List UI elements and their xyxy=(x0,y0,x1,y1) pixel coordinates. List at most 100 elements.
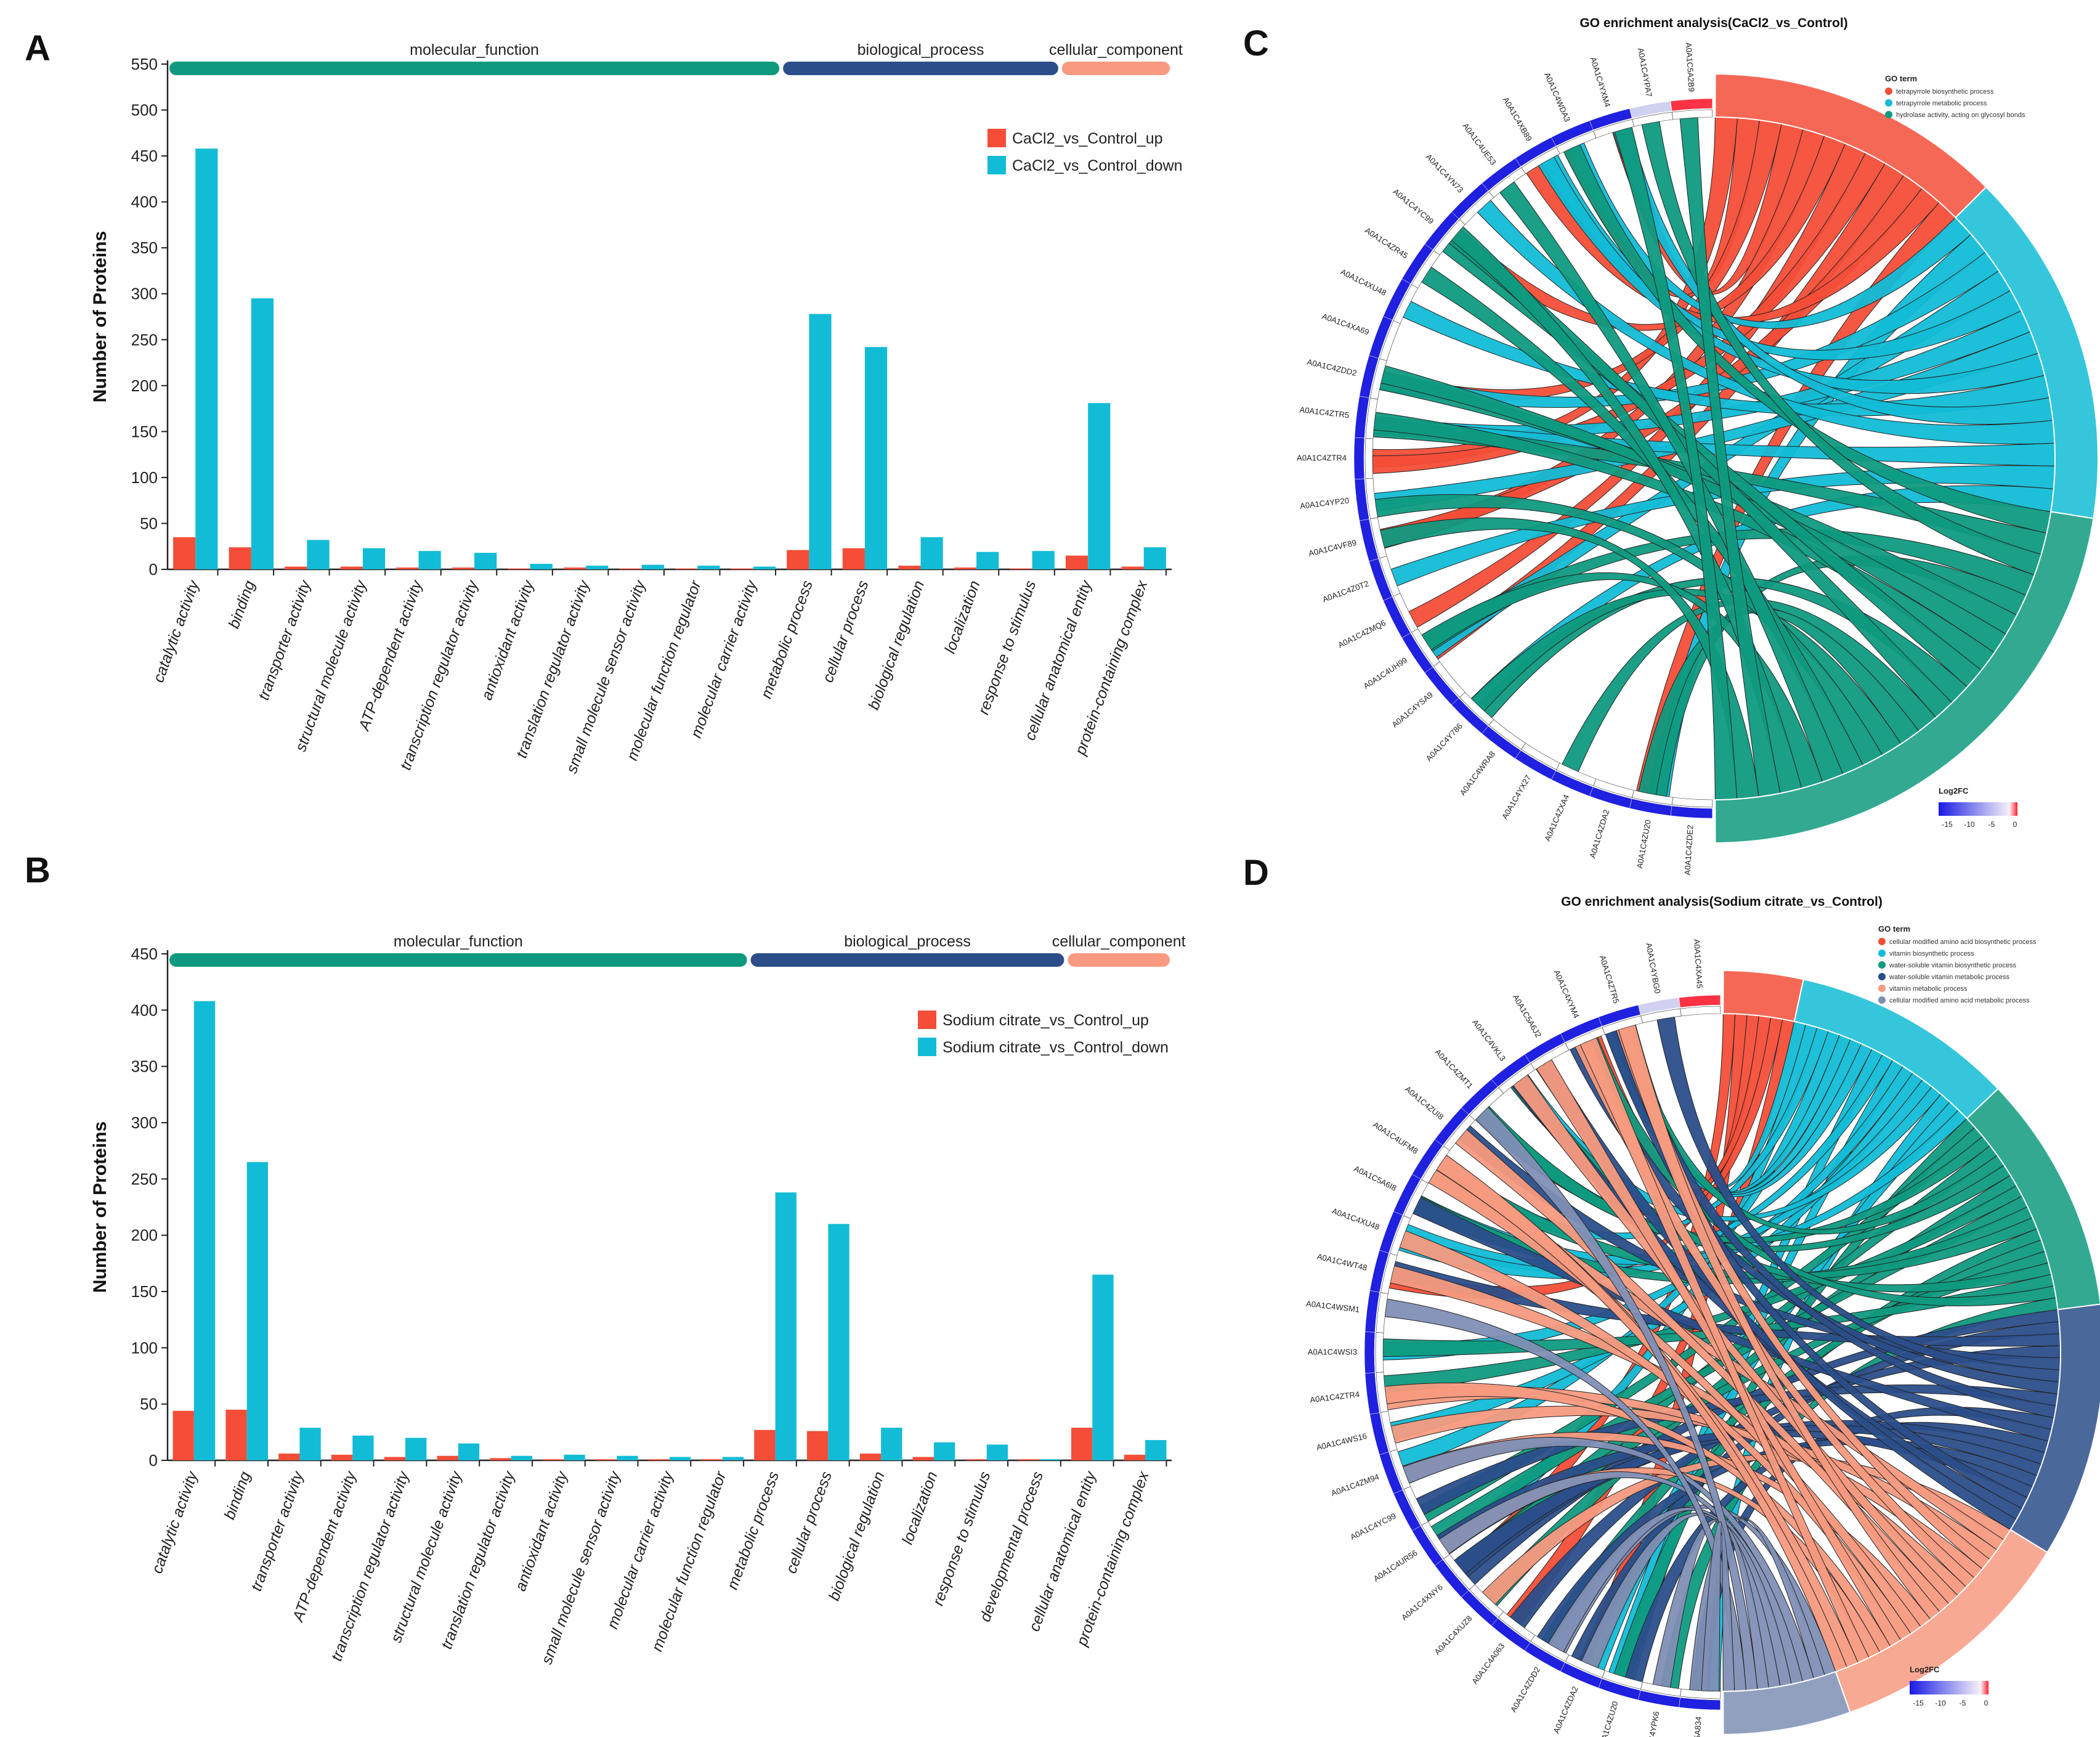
legend-label: CaCl2_vs_Control_up xyxy=(1012,130,1163,147)
gene-inner-arc xyxy=(1488,167,1526,198)
gene-inner-arc xyxy=(1459,191,1494,226)
chord-diagram-d: D GO enrichment analysis(Sodium citrate_v… xyxy=(1243,853,2100,1737)
y-tick-label: 0 xyxy=(149,560,158,579)
gene-label: A0A1C4Y786 xyxy=(1424,722,1464,763)
bar-up xyxy=(1124,1454,1146,1460)
x-tick-label: cellular process xyxy=(782,1469,835,1576)
y-tick-label: 350 xyxy=(131,1057,158,1076)
gene-arc xyxy=(1461,1590,1498,1626)
bar-down xyxy=(753,566,776,569)
gene-label: A0A1C4XNY6 xyxy=(1400,1582,1445,1622)
gene-label: A0A1C4Z0T2 xyxy=(1321,579,1370,604)
gene-inner-arc xyxy=(1521,147,1560,174)
y-tick-label: 50 xyxy=(140,514,158,532)
bar-down xyxy=(530,564,553,569)
bar-up xyxy=(954,567,977,569)
go-legend-label: vitamin metabolic process xyxy=(1889,985,1968,993)
bar-down xyxy=(976,551,999,569)
bar-down xyxy=(251,298,274,569)
gene-arc xyxy=(1551,770,1594,797)
gene-inner-arc xyxy=(1390,1449,1411,1490)
colorbar-tick-label: -5 xyxy=(1960,1699,1966,1707)
gene-inner-arc xyxy=(1443,1115,1475,1151)
gene-arc xyxy=(1434,1559,1469,1598)
x-tick-label: cellular process xyxy=(819,578,872,685)
gene-label: A0A1C4ZTR4 xyxy=(1310,1389,1360,1404)
go-legend-label: tetrapyrrole metabolic process xyxy=(1896,100,1987,107)
bar-down xyxy=(405,1438,427,1460)
gene-inner-arc xyxy=(1602,1670,1643,1690)
bar-up xyxy=(807,1431,829,1460)
gene-arc xyxy=(1369,558,1393,601)
gene-label: A0A1C4ZTR5 xyxy=(1598,954,1621,1004)
gene-label: A0A1C4YC99 xyxy=(1392,187,1436,226)
gene-arc xyxy=(1364,1290,1380,1333)
bar-down xyxy=(352,1435,374,1460)
bar-up xyxy=(859,1454,882,1460)
colorbar-tick-label: -15 xyxy=(1913,1699,1924,1707)
x-tick-label: metabolic process xyxy=(758,578,816,701)
gene-inner-arc xyxy=(1390,1215,1411,1256)
bar-up xyxy=(912,1457,934,1460)
gene-arc xyxy=(1670,805,1713,819)
y-tick-label: 550 xyxy=(131,55,158,73)
gene-label: A0A1C4YC99 xyxy=(1348,1511,1397,1542)
bar-chart-a: A 0 50 100 150 200 250 300 350 400 450 500 550 Number… xyxy=(25,28,1183,776)
gene-label: A0A1C4XB89 xyxy=(1501,96,1534,143)
gene-arc xyxy=(1515,750,1556,780)
gene-inner-arc xyxy=(1530,1043,1570,1070)
bar-up xyxy=(1071,1428,1093,1460)
panel-letter-c: C xyxy=(1243,23,1269,63)
bar-up xyxy=(648,1459,670,1460)
gene-label: A0A1C4ZDE2 xyxy=(1682,824,1695,875)
bar-up xyxy=(595,1459,617,1460)
gene-inner-arc xyxy=(1375,1332,1384,1373)
gene-label: A0A1C4ZU20 xyxy=(1597,1700,1620,1737)
gene-inner-arc xyxy=(1380,1410,1398,1452)
gene-inner-arc xyxy=(1370,358,1387,400)
go-legend-dot xyxy=(1878,938,1886,945)
y-tick-label: 250 xyxy=(131,1170,158,1188)
gene-arc xyxy=(1424,211,1459,250)
bar-up xyxy=(172,1410,194,1460)
gene-arc xyxy=(1451,183,1489,219)
gene-arc xyxy=(1589,786,1632,809)
bar-down xyxy=(307,540,330,569)
panel-letter-a: A xyxy=(25,28,51,68)
gene-arc xyxy=(1670,98,1713,112)
bar-down xyxy=(722,1457,744,1460)
gene-inner-arc xyxy=(1632,790,1673,805)
gene-label: A0A1C4ZMQ6 xyxy=(1337,618,1387,649)
gene-arc xyxy=(1491,1054,1531,1088)
gene-arc xyxy=(1451,698,1489,734)
bar-up xyxy=(1121,566,1144,569)
gene-arc xyxy=(1679,995,1721,1008)
legend-swatch xyxy=(987,129,1006,147)
gene-arc xyxy=(1379,1211,1403,1253)
gene-arc xyxy=(1383,596,1411,638)
gene-arc xyxy=(1411,1526,1443,1566)
gene-arc xyxy=(1411,1139,1443,1179)
x-tick-label: metabolic process xyxy=(724,1469,782,1592)
x-tick-label: catalytic activity xyxy=(148,1468,201,1576)
gene-arc xyxy=(1401,632,1433,673)
bar-down xyxy=(670,1457,691,1460)
x-tick-label: molecular carrier activity xyxy=(687,577,761,740)
gene-inner-arc xyxy=(1403,1486,1429,1526)
gene-label: A0A1C4ZDD2 xyxy=(1306,357,1358,378)
bar-down xyxy=(586,566,609,569)
gene-arc xyxy=(1364,1332,1376,1373)
gene-arc xyxy=(1638,997,1680,1015)
y-tick-label: 300 xyxy=(131,285,158,303)
go-legend-dot xyxy=(1885,111,1892,118)
y-tick-label: 200 xyxy=(131,376,158,395)
gene-arc xyxy=(1461,1079,1498,1115)
group-label: cellular_component xyxy=(1052,933,1186,950)
bar-down xyxy=(933,1442,955,1460)
gene-label: A0A1C4ZDA2 xyxy=(1551,1685,1579,1735)
bar-up xyxy=(452,567,475,569)
y-tick-label: 150 xyxy=(131,422,158,441)
bar-up xyxy=(563,567,586,569)
x-tick-label: transporter activity xyxy=(248,1468,307,1593)
bar-up xyxy=(787,550,809,569)
